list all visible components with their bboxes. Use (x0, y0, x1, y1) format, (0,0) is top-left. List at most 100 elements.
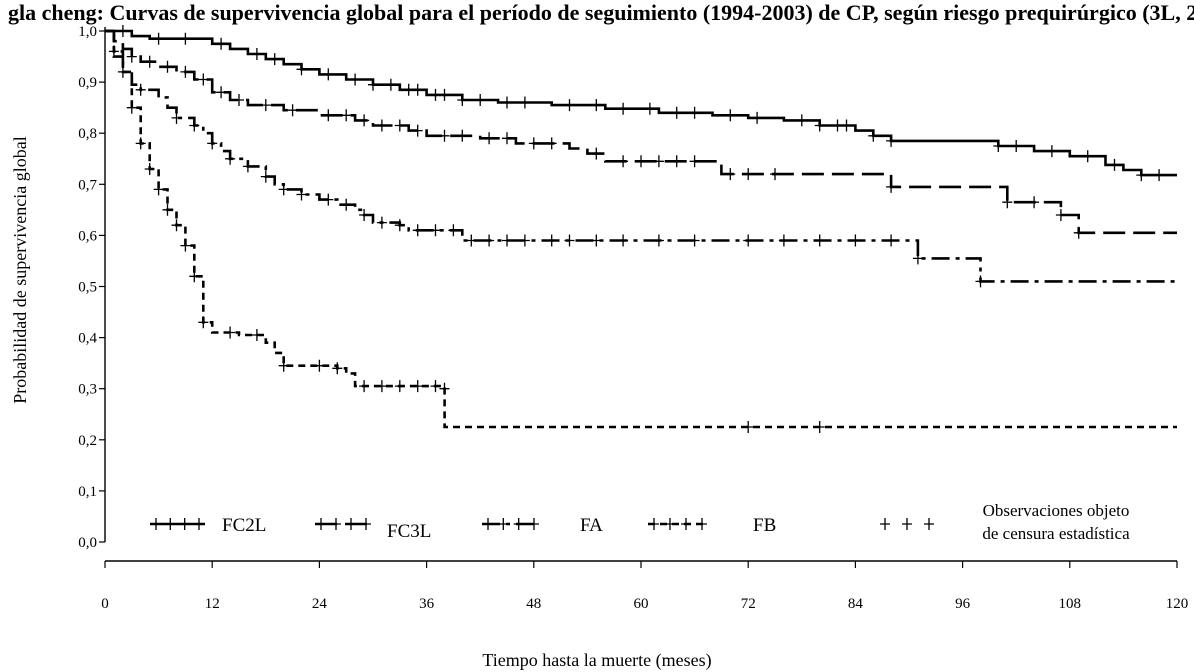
censor-mark-fc3l (234, 94, 244, 106)
censor-mark-fa (850, 235, 860, 247)
legend-censor-fc2l (165, 518, 175, 530)
x-tick-label: 48 (526, 596, 541, 612)
censor-mark-fc2l (413, 84, 423, 96)
censor-mark-fb (395, 380, 405, 392)
censor-mark-fc2l (440, 89, 450, 101)
censor-mark-fc2l (154, 33, 164, 45)
y-tick-label: 0,9 (78, 75, 97, 91)
censor-mark-fc2l (252, 48, 262, 60)
censor-mark-fb (180, 240, 190, 252)
legend-censor-note-line-2: de censura estadística (982, 524, 1130, 543)
y-tick-label: 0,0 (78, 535, 97, 551)
censor-mark-fc2l (431, 89, 441, 101)
y-tick-label: 0,4 (78, 331, 97, 347)
y-tick-label: 0,5 (78, 280, 97, 296)
censor-mark-fc3l (591, 148, 601, 160)
censor-mark-fa (520, 235, 530, 247)
censor-mark-fc3l (743, 168, 753, 180)
censor-mark-fc3l (654, 155, 664, 167)
censor-mark-fc2l (797, 114, 807, 126)
x-tick-label: 12 (205, 596, 220, 612)
censor-mark-fc2l (618, 103, 628, 115)
censor-mark-fc3l (502, 132, 512, 144)
censor-mark-fa (395, 219, 405, 231)
censor-mark-fa (618, 235, 628, 247)
censor-mark-fb (359, 380, 369, 392)
censor-mark-fa (323, 194, 333, 206)
censor-mark-fa (225, 153, 235, 165)
x-tick-label: 60 (634, 596, 649, 612)
censor-mark-fc2l (842, 120, 852, 132)
censor-mark-fc3l (770, 168, 780, 180)
censor-mark-fc3l (145, 56, 155, 68)
censor-mark-fc3l (529, 137, 539, 149)
legend-censor-note-line-1: Observaciones objeto (983, 501, 1130, 520)
censor-mark-fb (118, 66, 128, 78)
censor-mark-fa (189, 120, 199, 132)
censor-mark-fa (976, 275, 986, 287)
censor-mark-fc2l (216, 38, 226, 50)
censor-mark-fa (815, 235, 825, 247)
censor-mark-fc2l (1110, 159, 1120, 171)
legend: Observaciones objeto de censura estadíst… (150, 501, 1130, 543)
censor-mark-fb (163, 204, 173, 216)
censor-mark-fc3l (359, 114, 369, 126)
y-tick-label: 0,2 (78, 433, 97, 449)
legend-censor-fa (529, 518, 539, 530)
censor-mark-fa (565, 235, 575, 247)
censor-mark-fb (440, 383, 450, 395)
censor-mark-fc2l (1154, 169, 1164, 181)
y-tick-label: 0,8 (78, 126, 97, 142)
x-tick-label: 120 (1166, 596, 1189, 612)
censor-mark-fa (243, 160, 253, 172)
legend-label-fa: FA (580, 515, 603, 536)
censor-mark-fc2l (520, 97, 530, 109)
censor-mark-fb (172, 219, 182, 231)
censor-mark-fc3l (1029, 196, 1039, 208)
censor-mark-fb (198, 316, 208, 328)
censor-mark-fc3l (690, 155, 700, 167)
censor-mark-fb (252, 329, 262, 341)
censor-mark-fc3l (725, 168, 735, 180)
legend-censor-fa (514, 518, 524, 530)
legend-censor-fb (681, 518, 691, 530)
censor-mark-fa (377, 217, 387, 229)
legend-censor-fa (483, 518, 493, 530)
censor-mark-fb (154, 183, 164, 195)
series-fb (105, 31, 1177, 433)
censor-mark-fa (413, 224, 423, 236)
censor-mark-fa (913, 252, 923, 264)
censor-mark-fa (743, 235, 753, 247)
censor-mark-fc2l (350, 74, 360, 86)
censor-mark-fc2l (672, 107, 682, 119)
censor-mark-fc2l (270, 53, 280, 65)
y-tick-label: 1,0 (78, 24, 97, 40)
censor-mark-fc2l (475, 94, 485, 106)
x-tick-label: 72 (741, 596, 756, 612)
legend-censor-fb (649, 518, 659, 530)
legend-censor-fc3l (346, 518, 356, 530)
censor-mark-fc2l (752, 112, 762, 124)
censor-mark-fc2l (690, 107, 700, 119)
censor-mark-fc2l (1047, 145, 1057, 157)
censor-mark-fc2l (645, 103, 655, 115)
censor-mark-fa (547, 235, 557, 247)
censor-mark-fa (279, 183, 289, 195)
censor-mark-fc3l (484, 132, 494, 144)
y-tick-label: 0,7 (78, 177, 97, 193)
censor-mark-fa (690, 235, 700, 247)
censor-mark-fa (779, 235, 789, 247)
censor-mark-fc3l (1056, 209, 1066, 221)
survival-curves (105, 25, 1177, 433)
censor-mark-fc3l (1002, 196, 1012, 208)
legend-censor-fb (665, 518, 675, 530)
y-tick-label: 0,6 (78, 228, 97, 244)
censor-mark-fb (145, 163, 155, 175)
censor-mark-fa (448, 224, 458, 236)
censor-mark-fc3l (377, 120, 387, 132)
censor-mark-fc2l (386, 79, 396, 91)
censor-mark-fc3l (457, 130, 467, 142)
legend-censor-fc2l (151, 518, 161, 530)
censor-mark-fa (484, 235, 494, 247)
censor-mark-fc3l (636, 155, 646, 167)
